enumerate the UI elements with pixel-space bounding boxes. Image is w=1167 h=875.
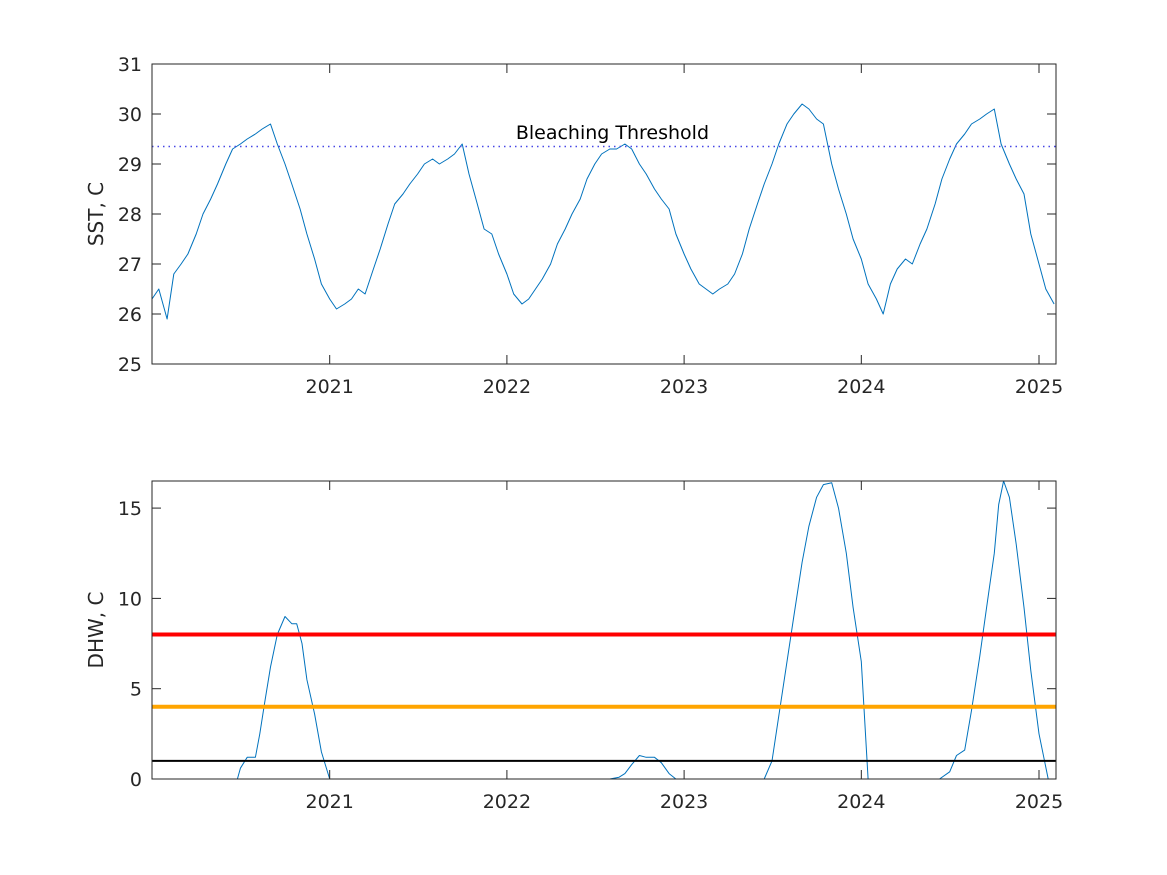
y-tick-label: 28: [118, 204, 142, 226]
y-tick-label: 0: [130, 769, 142, 791]
sst-chart: 2021 2022 2023 2024 2025 25 26 27 28 29 30 31 SST,…: [84, 54, 1063, 398]
y-tick-label: 25: [118, 354, 142, 376]
x-tick-label: 2024: [837, 376, 885, 398]
sst-y-axis: 25 26 27 28 29 30 31: [118, 54, 1056, 376]
x-tick-label: 2023: [660, 376, 708, 398]
y-tick-label: 5: [130, 679, 142, 701]
x-tick-label: 2021: [306, 376, 354, 398]
y-tick-label: 15: [118, 498, 142, 520]
x-tick-label: 2025: [1015, 791, 1063, 813]
sst-y-axis-label: SST, C: [84, 182, 108, 246]
dhw-y-axis-label: DHW, C: [84, 592, 108, 669]
bleaching-threshold-label: Bleaching Threshold: [516, 122, 709, 144]
x-tick-label: 2025: [1015, 376, 1063, 398]
x-tick-label: 2022: [483, 791, 531, 813]
x-tick-label: 2024: [837, 791, 885, 813]
dhw-x-axis: 2021 2022 2023 2024 2025: [306, 481, 1063, 813]
y-tick-label: 26: [118, 304, 142, 326]
y-tick-label: 30: [118, 104, 142, 126]
x-tick-label: 2022: [483, 376, 531, 398]
dhw-chart: 2021 2022 2023 2024 2025 0 5 10 15 DHW, C: [84, 480, 1063, 813]
dhw-y-axis: 0 5 10 15: [118, 498, 1056, 791]
dhw-series-line: [152, 480, 1056, 780]
sst-plot-area: [151, 103, 1056, 320]
y-tick-label: 31: [118, 54, 142, 76]
x-tick-label: 2021: [306, 791, 354, 813]
dhw-plot-area: [152, 480, 1056, 780]
dhw-axes-frame: [151, 480, 1057, 780]
y-tick-label: 27: [118, 254, 142, 276]
sst-series-line: [151, 103, 1055, 320]
x-tick-label: 2023: [660, 791, 708, 813]
y-tick-label: 29: [118, 154, 142, 176]
y-tick-label: 10: [118, 588, 142, 610]
sst-x-axis: 2021 2022 2023 2024 2025: [306, 64, 1063, 398]
